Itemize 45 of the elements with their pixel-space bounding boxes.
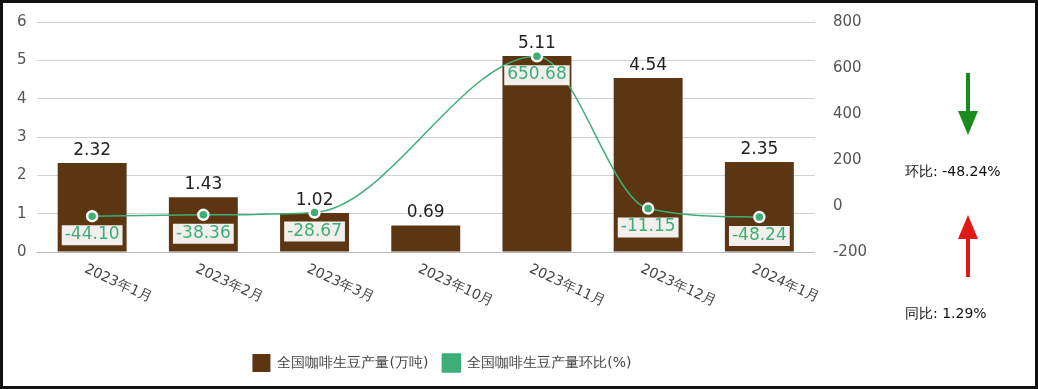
data-label: -38.36	[175, 221, 231, 242]
data-label: -11.15	[620, 215, 676, 236]
legend-label: 全国咖啡生豆产量环比(%)	[467, 353, 632, 370]
y-tick-label: 6	[17, 11, 27, 30]
data-label: 2.32	[73, 138, 112, 159]
point	[85, 209, 99, 223]
point	[530, 50, 544, 63]
y2-tick-label: 400	[832, 103, 862, 122]
y-tick-label: 3	[17, 126, 27, 145]
data-label: 2.35	[740, 137, 779, 158]
bar	[391, 225, 461, 252]
data-label: 1.43	[184, 173, 223, 194]
x-tick-label: 2023年1月	[82, 259, 155, 306]
bar	[613, 77, 683, 252]
text: 环比: -48.24%	[905, 163, 1001, 181]
x-tick-label: 2024年1月	[749, 259, 823, 306]
data-label: -28.67	[287, 219, 342, 240]
y-tick-label: 2	[17, 165, 27, 184]
x-tick-label: 2023年11月	[527, 259, 608, 309]
y2-tick-label: 200	[832, 149, 862, 168]
bar	[502, 56, 572, 252]
data-label: 1.02	[295, 188, 334, 209]
y2-tick-label: 600	[832, 57, 862, 76]
data-label: -48.24	[731, 224, 787, 245]
y-tick-label: 4	[17, 88, 27, 107]
x-tick-label: 2023年2月	[193, 259, 267, 306]
point	[753, 210, 766, 224]
y-tick-label: 0	[17, 241, 27, 260]
y-tick-label: 5	[17, 50, 27, 69]
legend-label: 全国咖啡生豆产量(万吨)	[277, 353, 429, 370]
y2-tick-label: 800	[832, 11, 862, 30]
y-tick-label: 1	[17, 203, 27, 222]
data-label: 4.54	[629, 53, 668, 74]
point	[641, 202, 655, 215]
x-tick-label: 2023年10月	[415, 259, 497, 309]
data-label: 5.11	[518, 32, 556, 53]
y2-tick-label: 0	[832, 195, 843, 214]
data-label: 650.68	[507, 63, 567, 84]
x-tick-label: 2023年3月	[304, 259, 378, 306]
x-tick-label: 2023年12月	[638, 259, 719, 309]
point	[197, 208, 210, 222]
data-label: -44.10	[64, 223, 120, 244]
data-label: 0.69	[406, 201, 445, 222]
y2-tick-label: -200	[832, 241, 867, 260]
text: 同比: 1.29%	[905, 305, 987, 323]
